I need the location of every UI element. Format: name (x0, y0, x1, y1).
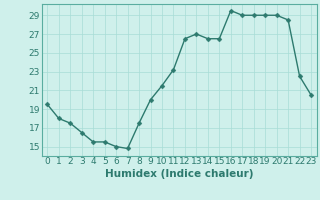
X-axis label: Humidex (Indice chaleur): Humidex (Indice chaleur) (105, 169, 253, 179)
